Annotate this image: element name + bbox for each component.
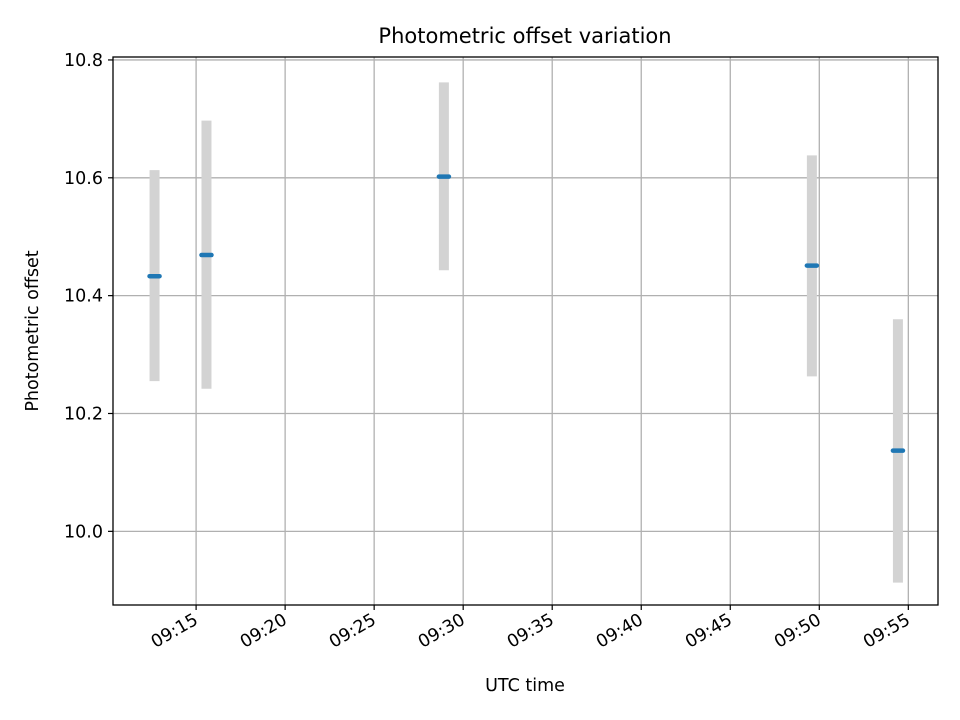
markers [147,174,906,453]
plot-frame [112,56,939,606]
y-axis-title: Photometric offset [23,250,43,411]
grid [113,57,938,605]
x-tick-label: 09:35 [504,610,558,653]
x-tick-label: 09:30 [415,610,469,653]
x-tick-label: 09:50 [771,610,825,653]
chart-title: Photometric offset variation [378,24,671,48]
x-tick-label: 09:20 [237,610,291,653]
x-tick-label: 09:45 [682,610,736,653]
y-tick-label: 10.8 [64,51,103,71]
x-tick-label: 09:15 [148,610,202,653]
x-tick-label: 09:25 [326,610,380,653]
y-tick-label: 10.2 [64,404,103,424]
x-tick-label: 09:55 [860,610,914,653]
x-axis-title: UTC time [485,676,565,696]
errorbars [149,82,903,583]
y-tick-label: 10.6 [64,169,103,189]
y-axis: 10.0 10.2 10.4 10.6 10.8 [64,51,113,542]
y-tick-label: 10.4 [64,287,103,307]
x-axis: 09:15 09:20 09:25 09:30 09:35 09:40 09:45 09:50… [148,605,914,653]
y-tick-label: 10.0 [64,522,103,542]
x-tick-label: 09:40 [593,610,647,653]
